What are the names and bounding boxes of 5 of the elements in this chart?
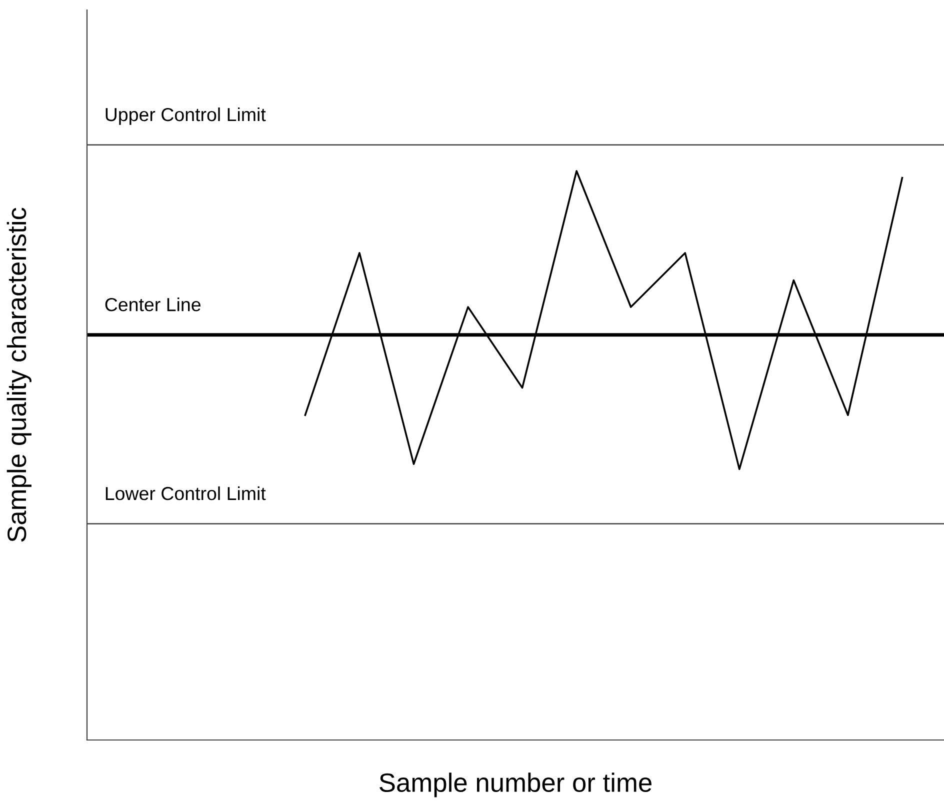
ref-line-label: Lower Control Limit: [106, 486, 266, 500]
x-axis-title: Sample number or time: [380, 772, 652, 798]
y-axis-title: Sample quality characteristic: [6, 208, 32, 542]
ref-line-label: Center Line: [105, 297, 200, 312]
ref-line-label: Upper Control Limit: [106, 107, 266, 125]
